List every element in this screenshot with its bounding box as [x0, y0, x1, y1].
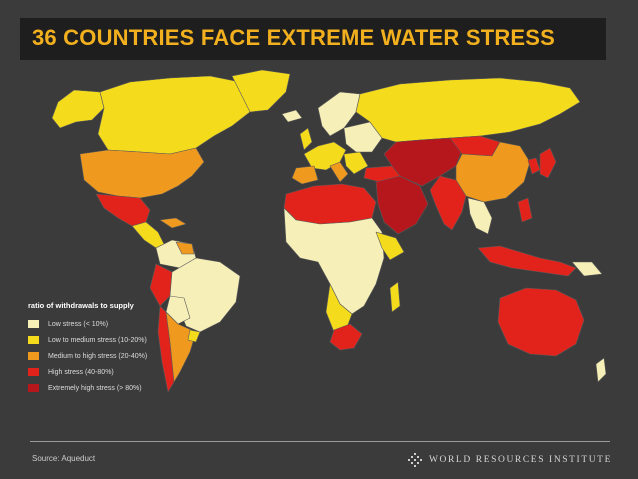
region-usa: [79, 147, 205, 199]
legend-swatch: [28, 336, 39, 344]
legend-swatch: [28, 368, 39, 376]
legend: ratio of withdrawals to supply Low stres…: [28, 301, 228, 397]
region-spain: [291, 165, 319, 185]
legend-label: Extremely high stress (> 80%): [48, 384, 142, 392]
legend-title: ratio of withdrawals to supply: [28, 301, 134, 310]
legend-label: Low to medium stress (10-20%): [48, 336, 147, 344]
source-text: Source: Aqueduct: [32, 454, 96, 463]
legend-swatch: [28, 320, 39, 328]
footer-divider: [30, 441, 610, 442]
region-australia: [497, 287, 585, 357]
region-horn-africa: [375, 231, 405, 261]
region-russia: [355, 77, 581, 143]
region-china: [455, 141, 531, 203]
region-alaska: [51, 89, 105, 129]
organization: WORLD RESOURCES INSTITUTE: [407, 452, 612, 468]
region-greenland: [231, 69, 291, 113]
region-scandinavia: [317, 91, 361, 137]
organization-name: WORLD RESOURCES INSTITUTE: [428, 455, 612, 465]
legend-item: Medium to high stress (20-40%): [28, 349, 228, 363]
region-venezuela: [175, 241, 195, 255]
region-argentina: [165, 311, 197, 383]
region-india: [429, 175, 467, 231]
region-balkans: [343, 151, 369, 175]
legend-swatch: [28, 384, 39, 392]
region-southeast-asia: [467, 197, 493, 235]
world-map: [0, 62, 638, 432]
region-indonesia: [477, 245, 577, 277]
region-philippines: [517, 197, 533, 223]
region-uk: [299, 127, 313, 151]
region-japan: [539, 147, 557, 179]
region-korea: [527, 157, 541, 175]
region-south-africa: [329, 323, 363, 351]
title-bar: 36 COUNTRIES FACE EXTREME WATER STRESS: [20, 18, 606, 60]
legend-label: Medium to high stress (20-40%): [48, 352, 148, 360]
legend-item: Low stress (< 10%): [28, 317, 228, 331]
legend-label: Low stress (< 10%): [48, 320, 109, 328]
legend-label: High stress (40-80%): [48, 368, 114, 376]
region-iceland: [281, 109, 303, 123]
legend-item: Extremely high stress (> 80%): [28, 381, 228, 395]
region-bolivia: [165, 295, 191, 325]
region-uruguay: [187, 329, 201, 343]
region-new-zealand: [595, 357, 607, 383]
region-caribbean: [159, 217, 187, 229]
region-peru: [149, 263, 173, 307]
region-mexico: [95, 193, 151, 227]
region-central-america: [131, 221, 165, 249]
region-north-africa: [283, 183, 377, 225]
region-canada: [97, 75, 256, 155]
legend-item: Low to medium stress (10-20%): [28, 333, 228, 347]
page-title: 36 COUNTRIES FACE EXTREME WATER STRESS: [32, 25, 556, 50]
legend-swatch: [28, 352, 39, 360]
legend-item: High stress (40-80%): [28, 365, 228, 379]
region-italy: [329, 161, 349, 183]
region-madagascar: [389, 281, 401, 313]
wri-logo-icon: [407, 453, 422, 467]
region-papua: [571, 261, 603, 277]
region-west-africa: [283, 207, 385, 315]
